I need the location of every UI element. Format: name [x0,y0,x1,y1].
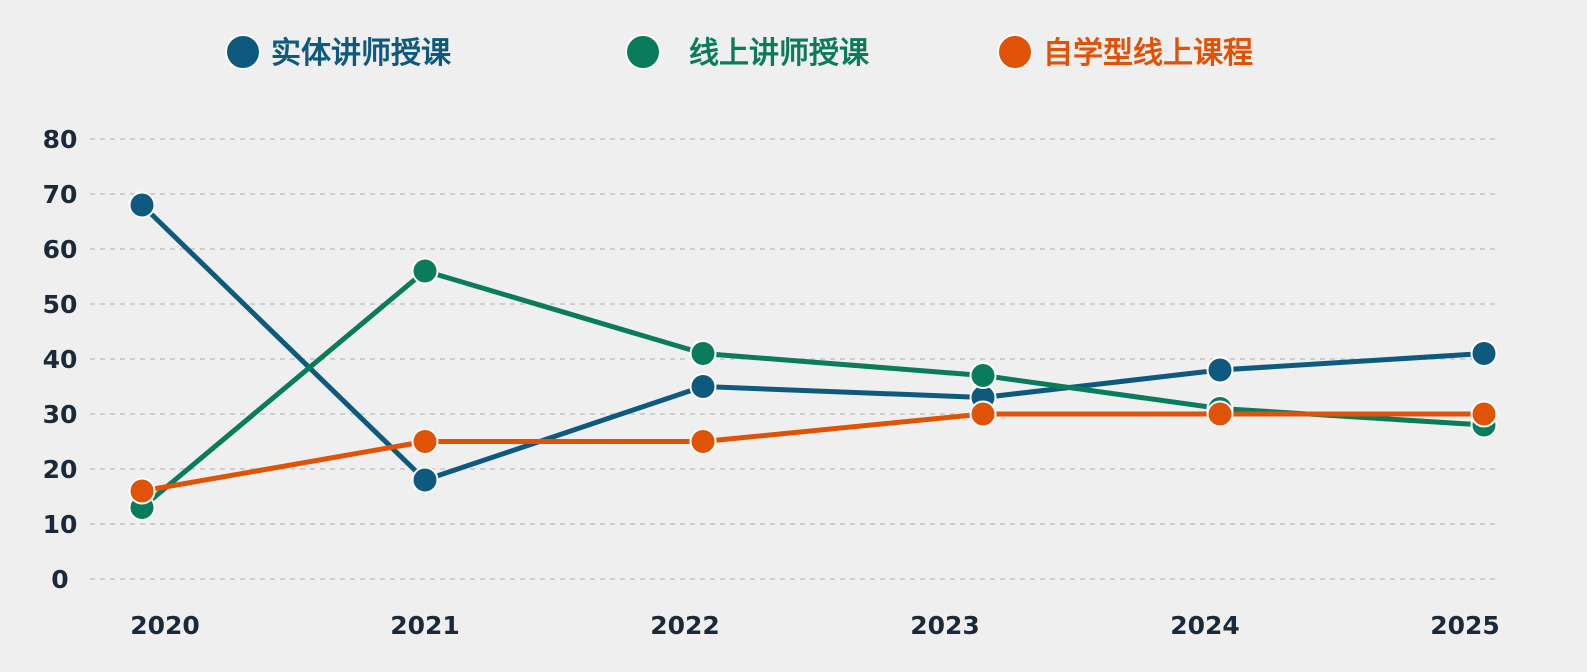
data-point [1206,356,1234,384]
x-tick-label: 2024 [1170,611,1240,640]
data-point [689,340,717,367]
data-point [128,477,156,505]
y-tick-label: 0 [51,565,68,594]
y-tick-label: 40 [43,345,78,374]
data-point [969,362,997,389]
x-tick-label: 2022 [650,611,720,640]
series-line-2 [140,268,1485,510]
legend-marker [997,34,1033,70]
legend-label: 实体讲师授课 [271,36,452,71]
x-tick-label: 2020 [130,611,200,640]
y-tick-label: 30 [43,400,78,429]
x-tick-label: 2023 [910,611,980,640]
y-tick-label: 70 [43,180,78,209]
y-tick-label: 20 [43,455,78,484]
series-line-1 [140,203,1485,483]
data-point [969,400,997,428]
legend-label: 线上讲师授课 [689,36,870,71]
data-point [1206,400,1234,428]
data-point [689,428,717,455]
data-point [1470,340,1498,367]
data-point [411,428,439,455]
data-point [128,191,156,219]
y-tick-label: 10 [43,510,78,539]
y-tick-label: 60 [43,235,78,264]
data-point [411,466,439,494]
legend-label: 自学型线上课程 [1043,36,1253,71]
data-point [1470,400,1498,428]
x-tick-label: 2021 [390,611,460,640]
legend-marker [225,34,261,70]
y-tick-label: 80 [43,125,78,154]
y-tick-label: 50 [43,290,78,319]
data-point [411,257,439,285]
x-tick-label: 2025 [1430,611,1500,640]
data-point [689,373,717,400]
series-line-3 [141,411,1484,494]
legend-marker [625,34,661,70]
